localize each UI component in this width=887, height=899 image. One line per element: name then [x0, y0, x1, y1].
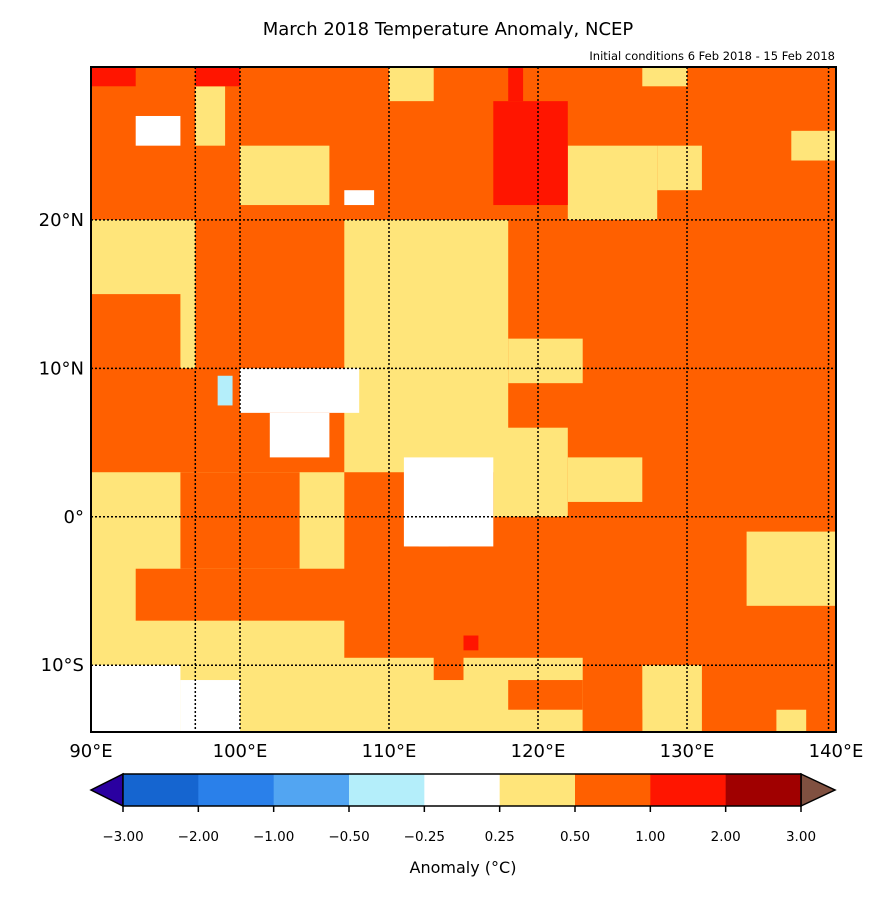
- colorbar-swatch: [424, 774, 501, 806]
- anomaly-grid: [91, 67, 836, 732]
- colorbar-tick-label: −1.00: [253, 829, 294, 845]
- graticule: [91, 67, 836, 732]
- x-tick-label: 100°E: [213, 741, 268, 762]
- x-tick-labels: 90°E 100°E 110°E 120°E 130°E 140°E: [69, 741, 863, 762]
- colorbar-swatch: [499, 774, 576, 806]
- anomaly-cell: [418, 531, 449, 547]
- anomaly-cell: [195, 86, 226, 146]
- y-tick-label: 10°S: [41, 655, 84, 676]
- colorbar-tick-label: −0.50: [328, 829, 369, 845]
- anomaly-cell: [217, 375, 233, 406]
- colorbar-swatch: [123, 774, 199, 806]
- anomaly-cell: [135, 115, 181, 146]
- anomaly-cell: [508, 338, 583, 384]
- anomaly-cell: [776, 709, 807, 732]
- x-tick-label: 90°E: [69, 741, 112, 762]
- colorbar-swatch: [273, 774, 350, 806]
- anomaly-cell: [344, 190, 375, 206]
- y-tick-label: 10°N: [39, 358, 84, 379]
- x-tick-label: 120°E: [511, 741, 566, 762]
- anomaly-cell: [642, 67, 687, 87]
- map-frame: [90, 66, 837, 733]
- x-tick-label: 130°E: [660, 741, 715, 762]
- y-tick-label: 20°N: [39, 210, 84, 231]
- colorbar-label: Anomaly (°C): [410, 858, 517, 877]
- colorbar-swatch: [575, 774, 651, 806]
- colorbar-tick-label: 3.00: [786, 829, 816, 845]
- anomaly-cell: [195, 67, 240, 87]
- anomaly-cell: [657, 145, 702, 191]
- anomaly-cell: [240, 368, 360, 413]
- anomaly-cell: [240, 145, 330, 206]
- colorbar: −3.00 −2.00 −1.00 −0.50 −0.25 0.25 0.50 1.00 2.0…: [89, 772, 837, 845]
- anomaly-cell: [582, 709, 643, 732]
- anomaly-cell: [493, 101, 568, 206]
- colorbar-tick-label: 1.00: [635, 829, 665, 845]
- map-subtitle: Initial conditions 6 Feb 2018 - 15 Feb 2…: [589, 49, 835, 63]
- colorbar-tick-label: 0.50: [560, 829, 590, 845]
- colorbar-swatch: [725, 774, 802, 806]
- anomaly-cell: [746, 531, 836, 606]
- anomaly-cell: [567, 145, 658, 220]
- colorbar-tick-label: 0.25: [485, 829, 515, 845]
- colorbar-swatch: [650, 774, 727, 806]
- anomaly-cell: [269, 412, 330, 458]
- anomaly-cell: [135, 568, 419, 621]
- anomaly-cell: [91, 67, 136, 87]
- anomaly-cell: [493, 427, 568, 517]
- x-tick-label: 110°E: [362, 741, 417, 762]
- anomaly-cell: [508, 67, 524, 102]
- colorbar-under-arrow: [89, 772, 124, 808]
- colorbar-tick-label: −2.00: [178, 829, 219, 845]
- anomaly-cell: [567, 457, 643, 502]
- anomaly-cell: [508, 680, 583, 710]
- anomaly-cell: [91, 665, 181, 732]
- colorbar-swatch: [198, 774, 275, 806]
- x-tick-label: 140°E: [809, 741, 864, 762]
- anomaly-cell: [389, 67, 434, 102]
- anomaly-cell: [344, 219, 509, 473]
- anomaly-cell: [433, 635, 464, 681]
- colorbar-over-arrow: [800, 772, 837, 808]
- colorbar-swatch: [349, 774, 425, 806]
- map-title: March 2018 Temperature Anomaly, NCEP: [263, 19, 634, 40]
- colorbar-tick-label: −3.00: [102, 829, 143, 845]
- anomaly-cell: [463, 635, 479, 651]
- y-tick-labels: 20°N 10°N 0° 10°S: [39, 210, 84, 676]
- anomaly-cell: [180, 680, 240, 732]
- colorbar-tick-label: 2.00: [711, 829, 741, 845]
- y-tick-label: 0°: [64, 507, 84, 528]
- colorbar-tick-label: −0.25: [404, 829, 445, 845]
- anomaly-cell: [642, 665, 702, 732]
